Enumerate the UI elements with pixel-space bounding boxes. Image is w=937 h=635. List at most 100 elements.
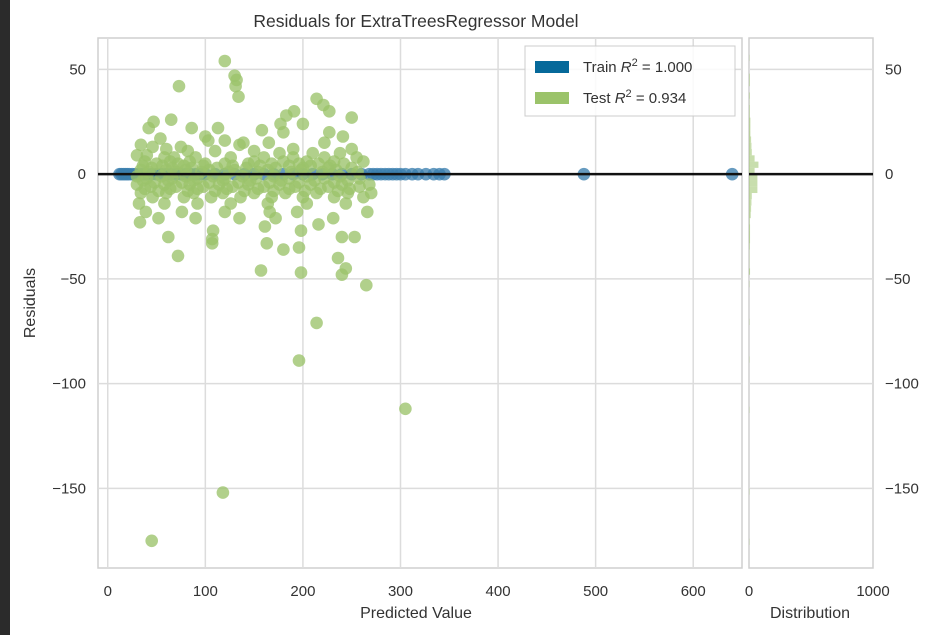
distribution-y-tick-label: −150 — [885, 480, 919, 497]
distribution-bar — [749, 199, 752, 206]
distribution-bar — [749, 237, 751, 244]
test-point — [134, 138, 148, 152]
distribution-bar — [749, 73, 750, 80]
x-tick-label: 0 — [104, 583, 112, 600]
y-tick-label: −100 — [52, 376, 86, 393]
test-point — [218, 134, 232, 147]
legend-test-swatch — [535, 92, 569, 104]
test-point — [162, 230, 175, 244]
distribution-bar — [749, 142, 752, 150]
test-point — [348, 230, 361, 244]
test-point — [312, 218, 325, 231]
distribution-axis-title: Distribution — [770, 605, 850, 622]
test-point — [399, 402, 412, 416]
test-point — [277, 126, 290, 139]
test-point — [353, 180, 366, 193]
y-tick-labels: 50 0 −50 −100 −150 — [52, 61, 86, 497]
x-tick-label: 400 — [486, 583, 511, 600]
test-point — [323, 105, 336, 118]
test-point — [258, 220, 272, 233]
test-point — [361, 205, 374, 219]
test-point — [208, 144, 222, 158]
distribution-bar — [749, 123, 751, 131]
test-point — [294, 224, 308, 237]
test-point — [145, 534, 158, 548]
test-point — [134, 186, 148, 200]
test-point — [232, 90, 245, 103]
test-point — [327, 190, 341, 204]
legend: Train R2 = 1.000 Test R2 = 0.934 — [524, 45, 736, 117]
distribution-y-tick-label: −100 — [885, 376, 919, 393]
test-point — [234, 190, 247, 204]
test-point — [204, 190, 218, 204]
y-tick-label: −150 — [52, 480, 86, 497]
distribution-bar — [749, 243, 750, 250]
distribution-histogram — [749, 54, 759, 545]
distribution-bar — [749, 218, 750, 225]
test-point — [279, 186, 292, 200]
distribution-bar — [749, 174, 758, 181]
test-point — [292, 354, 306, 367]
distribution-y-tick-labels: 50 0 −50 −100 −150 — [885, 61, 919, 497]
test-point — [171, 249, 185, 263]
distribution-bar — [749, 111, 750, 118]
test-point — [254, 264, 268, 277]
test-point — [132, 197, 146, 210]
chart-figure: 0 100 200 300 400 500 600 50 0 −50 −100 −150 0 1000… — [10, 0, 937, 635]
x-tick-label: 300 — [388, 583, 413, 600]
test-point — [336, 130, 350, 143]
x-tick-label: 600 — [681, 583, 706, 600]
test-point — [133, 216, 147, 229]
test-point — [357, 190, 370, 204]
test-point — [164, 113, 178, 126]
test-point — [160, 186, 173, 200]
test-point — [189, 211, 202, 225]
test-point — [202, 134, 215, 147]
x-tick-labels: 0 100 200 300 400 500 600 — [104, 583, 706, 600]
test-point — [233, 211, 246, 225]
test-point — [205, 237, 219, 250]
distribution-bar — [749, 186, 758, 194]
test-point — [175, 205, 189, 219]
test-point — [142, 121, 155, 135]
test-point — [262, 136, 276, 149]
test-point — [247, 186, 261, 200]
test-point — [158, 197, 171, 210]
test-point — [146, 190, 159, 204]
distribution-plot-area — [748, 37, 874, 569]
test-point — [269, 211, 282, 225]
test-point — [177, 190, 191, 204]
distribution-bar — [749, 136, 752, 143]
distribution-y-tick-label: 50 — [885, 61, 902, 78]
test-point — [294, 266, 308, 279]
distribution-x-tick-label: 1000 — [856, 583, 889, 600]
test-point — [310, 316, 323, 330]
x-axis-title: Predicted Value — [360, 605, 472, 622]
test-point — [292, 241, 306, 254]
distribution-y-tick-label: −50 — [885, 271, 910, 288]
distribution-y-tick-label: 0 — [885, 166, 893, 183]
distribution-bar — [749, 117, 751, 124]
distribution-bar — [749, 211, 751, 219]
legend-train-swatch — [535, 61, 569, 73]
test-point — [335, 268, 349, 282]
test-point — [318, 136, 331, 149]
test-point — [323, 126, 336, 139]
test-point — [218, 54, 232, 68]
test-point — [331, 251, 345, 265]
test-point — [229, 79, 242, 93]
test-point — [260, 237, 274, 250]
legend-box — [524, 45, 736, 117]
distribution-bar — [749, 230, 751, 238]
test-point — [218, 205, 232, 219]
y-tick-label: 50 — [69, 61, 86, 78]
test-point — [172, 79, 186, 93]
distribution-bar — [749, 193, 752, 200]
test-point — [191, 197, 204, 210]
x-tick-label: 100 — [193, 583, 218, 600]
distribution-x-tick-label: 0 — [745, 583, 753, 600]
residuals-chart: 0 100 200 300 400 500 600 500−50−100−150 0 1000… — [22, 11, 919, 622]
distribution-bar — [749, 167, 755, 175]
chart-title: Residuals for ExtraTreesRegressor Model — [253, 11, 578, 31]
distribution-bar — [749, 180, 758, 187]
